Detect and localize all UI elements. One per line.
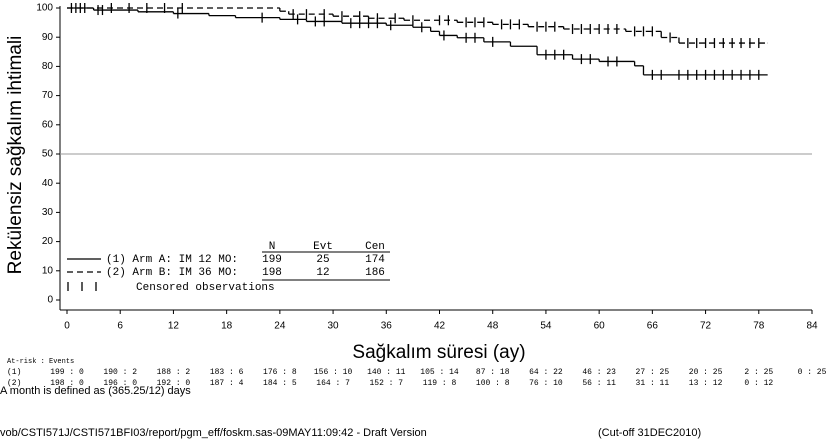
at-risk-value: 105 : 14: [420, 368, 459, 377]
at-risk-value: 56 : 11: [582, 379, 616, 388]
legend-header: N: [269, 241, 276, 253]
x-tick-label: 18: [221, 321, 233, 332]
at-risk-value: 140 : 11: [367, 368, 406, 377]
legend-stat: 174: [365, 254, 385, 266]
at-risk-value: 183 : 6: [210, 368, 244, 377]
legend-header: Evt: [313, 241, 333, 253]
at-risk-value: 100 : 8: [476, 379, 510, 388]
y-tick-label: 10: [42, 265, 54, 276]
at-risk-value: 27 : 25: [636, 368, 670, 377]
x-tick-label: 60: [594, 321, 606, 332]
legend-label: Censored observations: [136, 282, 275, 294]
at-risk-value: 176 : 8: [263, 368, 297, 377]
at-risk-value: 31 : 11: [636, 379, 670, 388]
at-risk-value: 87 : 18: [476, 368, 510, 377]
x-axis-title: Sağkalım süresi (ay): [352, 342, 525, 363]
x-tick-label: 0: [64, 321, 70, 332]
at-risk-value: 156 : 10: [314, 368, 353, 377]
y-tick-label: 0: [47, 295, 53, 306]
y-tick-label: 60: [42, 119, 54, 130]
x-tick-label: 36: [381, 321, 393, 332]
x-tick-label: 78: [753, 321, 765, 332]
at-risk-row-label: (2): [7, 379, 21, 388]
legend-stat: 199: [262, 254, 282, 266]
y-tick-label: 50: [42, 149, 54, 160]
at-risk-value: 192 : 0: [157, 379, 191, 388]
at-risk-value: 199 : 0: [50, 368, 84, 377]
at-risk-value: 13 : 12: [689, 379, 723, 388]
x-tick-label: 48: [487, 321, 499, 332]
x-tick-label: 72: [700, 321, 712, 332]
y-axis-title: Rekülensiz sağkalım ihtimali: [5, 36, 26, 275]
legend-stat: 198: [262, 267, 282, 279]
at-risk-value: 188 : 2: [157, 368, 191, 377]
footnote: vob/CSTI571J/CSTI571BFI03/report/pgm_eff…: [0, 427, 427, 439]
y-tick-label: 90: [42, 32, 54, 43]
legend-stat: 25: [316, 254, 329, 266]
at-risk-value: 2 : 25: [744, 368, 773, 377]
y-tick-label: 20: [42, 236, 54, 247]
x-tick-label: 12: [168, 321, 180, 332]
x-tick-label: 54: [540, 321, 552, 332]
at-risk-value: 196 : 0: [103, 379, 137, 388]
x-tick-label: 30: [328, 321, 340, 332]
y-tick-label: 100: [36, 3, 53, 14]
x-tick-label: 84: [806, 321, 818, 332]
footnote: (Cut-off 31DEC2010): [598, 427, 701, 439]
footnote: A month is defined as (365.25/12) days: [0, 385, 191, 397]
y-tick-label: 80: [42, 61, 54, 72]
at-risk-value: 20 : 25: [689, 368, 723, 377]
at-risk-value: 0 : 25: [798, 368, 827, 377]
at-risk-value: 187 : 4: [210, 379, 244, 388]
legend-label: (2) Arm B: IM 36 MO:: [106, 267, 238, 279]
at-risk-value: 64 : 22: [529, 368, 563, 377]
x-tick-label: 24: [274, 321, 286, 332]
legend-stat: 12: [316, 267, 329, 279]
at-risk-value: 190 : 2: [103, 368, 137, 377]
x-tick-label: 66: [647, 321, 659, 332]
at-risk-value: 46 : 23: [582, 368, 616, 377]
y-tick-label: 40: [42, 178, 54, 189]
legend-label: (1) Arm A: IM 12 MO:: [106, 254, 238, 266]
at-risk-value: 119 : 8: [423, 379, 457, 388]
at-risk-row-label: (1): [7, 368, 21, 377]
legend-header: Cen: [365, 241, 385, 253]
at-risk-value: 152 : 7: [369, 379, 403, 388]
y-tick-label: 70: [42, 90, 54, 101]
at-risk-value: 184 : 5: [263, 379, 297, 388]
at-risk-value: 76 : 10: [529, 379, 563, 388]
at-risk-value: 164 : 7: [316, 379, 350, 388]
at-risk-value: 0 : 12: [744, 379, 773, 388]
y-tick-label: 30: [42, 207, 54, 218]
x-tick-label: 6: [117, 321, 123, 332]
x-tick-label: 42: [434, 321, 446, 332]
at-risk-title: At-risk : Events: [7, 358, 74, 366]
at-risk-value: 198 : 0: [50, 379, 84, 388]
legend-stat: 186: [365, 267, 385, 279]
